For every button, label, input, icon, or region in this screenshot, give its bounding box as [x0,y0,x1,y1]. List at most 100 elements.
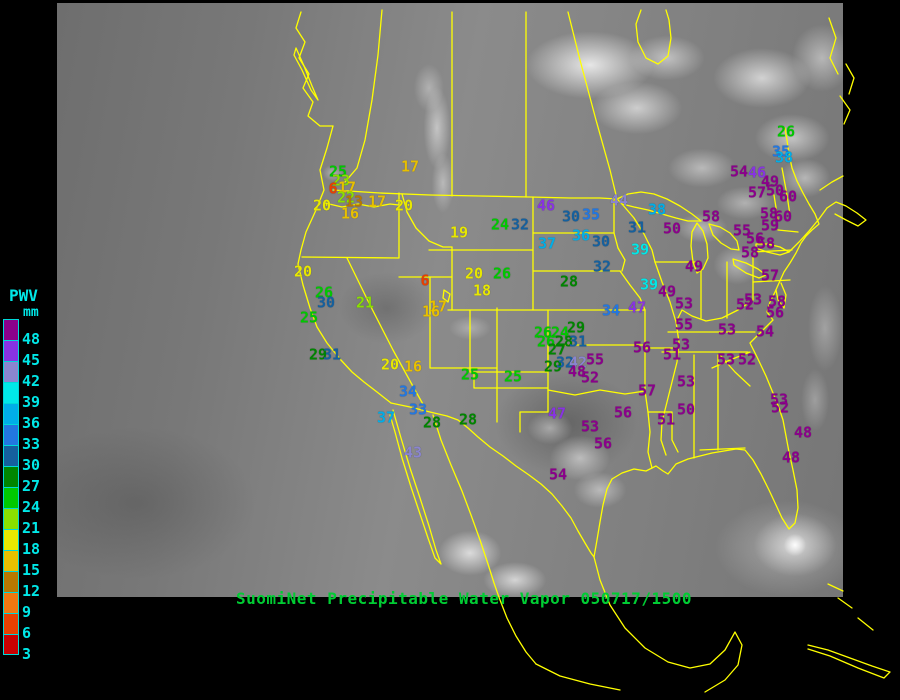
station-value: 26 [533,323,553,342]
station-value: 56 [745,229,765,248]
station-value: 50 [662,219,682,238]
station-value: 23 [331,171,351,190]
station-value: 22 [336,188,356,207]
station-value: 36 [571,226,591,245]
legend-swatch [3,550,19,571]
station-value: 26 [492,264,512,283]
legend-swatch [3,571,19,592]
station-value: 49 [760,172,780,191]
station-value: 50 [676,400,696,419]
legend-swatch [3,487,19,508]
station-value: 56 [613,403,633,422]
state-borders [301,167,799,469]
station-value: 17 [400,157,420,176]
station-value: 30 [561,207,581,226]
station-value: 26 [536,332,556,351]
station-value: 48 [567,362,587,381]
legend-value: 36 [22,414,41,432]
legend-value: 48 [22,330,41,348]
station-value: 17 [337,178,357,197]
station-value: 34 [601,301,621,320]
legend-entry: 12 [3,571,57,599]
legend-value: 15 [22,561,41,579]
station-value: 52 [737,350,757,369]
station-value: 27 [547,340,567,359]
station-value: 46 [747,163,767,182]
station-value: 58 [759,204,779,223]
station-value: 53 [743,290,763,309]
legend-swatch [3,613,19,634]
station-value: 50 [765,181,785,200]
station-value: 52 [735,295,755,314]
station-value: 19 [449,223,469,242]
legend-swatch [3,319,19,340]
satellite-imagery [57,3,843,597]
legend-title: PWV [9,286,38,305]
station-value: 20 [293,262,313,281]
station-value: 6 [328,179,338,198]
legend-value: 6 [22,624,32,642]
station-value: 21 [355,293,375,312]
station-value: 49 [684,257,704,276]
station-value: 18 [472,281,492,300]
station-value: 58 [701,207,721,226]
legend-swatch [3,403,19,424]
station-value: 60 [773,207,793,226]
station-value: 58 [740,243,760,262]
station-value: 31 [627,218,647,237]
legend-entry: 3 [3,634,57,662]
station-value: 28 [458,410,478,429]
coastlines [293,11,891,693]
station-value: 32 [592,257,612,276]
legend-entry: 21 [3,508,57,536]
station-value: 20 [394,196,414,215]
station-value: 28 [554,332,574,351]
station-value: 52 [580,368,600,387]
legend-value: 18 [22,540,41,558]
station-value: 24 [550,323,570,342]
station-value: 38 [647,200,667,219]
legend-entry: 33 [3,424,57,452]
map-caption: SuomiNet Precipitable Water Vapor 050717… [236,589,692,608]
station-value: 47 [627,298,647,317]
legend-entry: 48 [3,319,57,347]
station-value: 55 [674,315,694,334]
legend-entry: 9 [3,592,57,620]
station-value: 51 [656,410,676,429]
station-value: 20 [380,355,400,374]
legend-units: mm [23,305,39,320]
station-value: 35 [581,205,601,224]
legend-swatch [3,529,19,550]
legend-entry: 18 [3,529,57,557]
legend-swatch [3,382,19,403]
station-value: 53 [769,390,789,409]
legend-swatch [3,634,19,655]
legend-entry: 30 [3,445,57,473]
station-value: 54 [729,162,749,181]
station-value: 53 [717,320,737,339]
station-value: 55 [585,350,605,369]
legend-value: 12 [22,582,41,600]
station-value: 60 [778,187,798,206]
station-value: 39 [630,240,650,259]
legend-entry: 39 [3,382,57,410]
legend-swatch [3,445,19,466]
station-value: 31 [568,332,588,351]
station-value: 59 [760,216,780,235]
station-value: 39 [639,275,659,294]
legend-value: 30 [22,456,41,474]
station-value: 20 [464,264,484,283]
station-value: 24 [490,215,510,234]
station-value: 47 [547,404,567,423]
station-value: 25 [460,365,480,384]
legend-swatch [3,592,19,613]
station-value: 25 [299,308,319,327]
station-value: 25 [503,367,523,386]
station-value: 57 [760,266,780,285]
station-value: 48 [793,423,813,442]
station-value: 16 [340,204,360,223]
station-value: 30 [316,293,336,312]
station-value: 56 [632,338,652,357]
